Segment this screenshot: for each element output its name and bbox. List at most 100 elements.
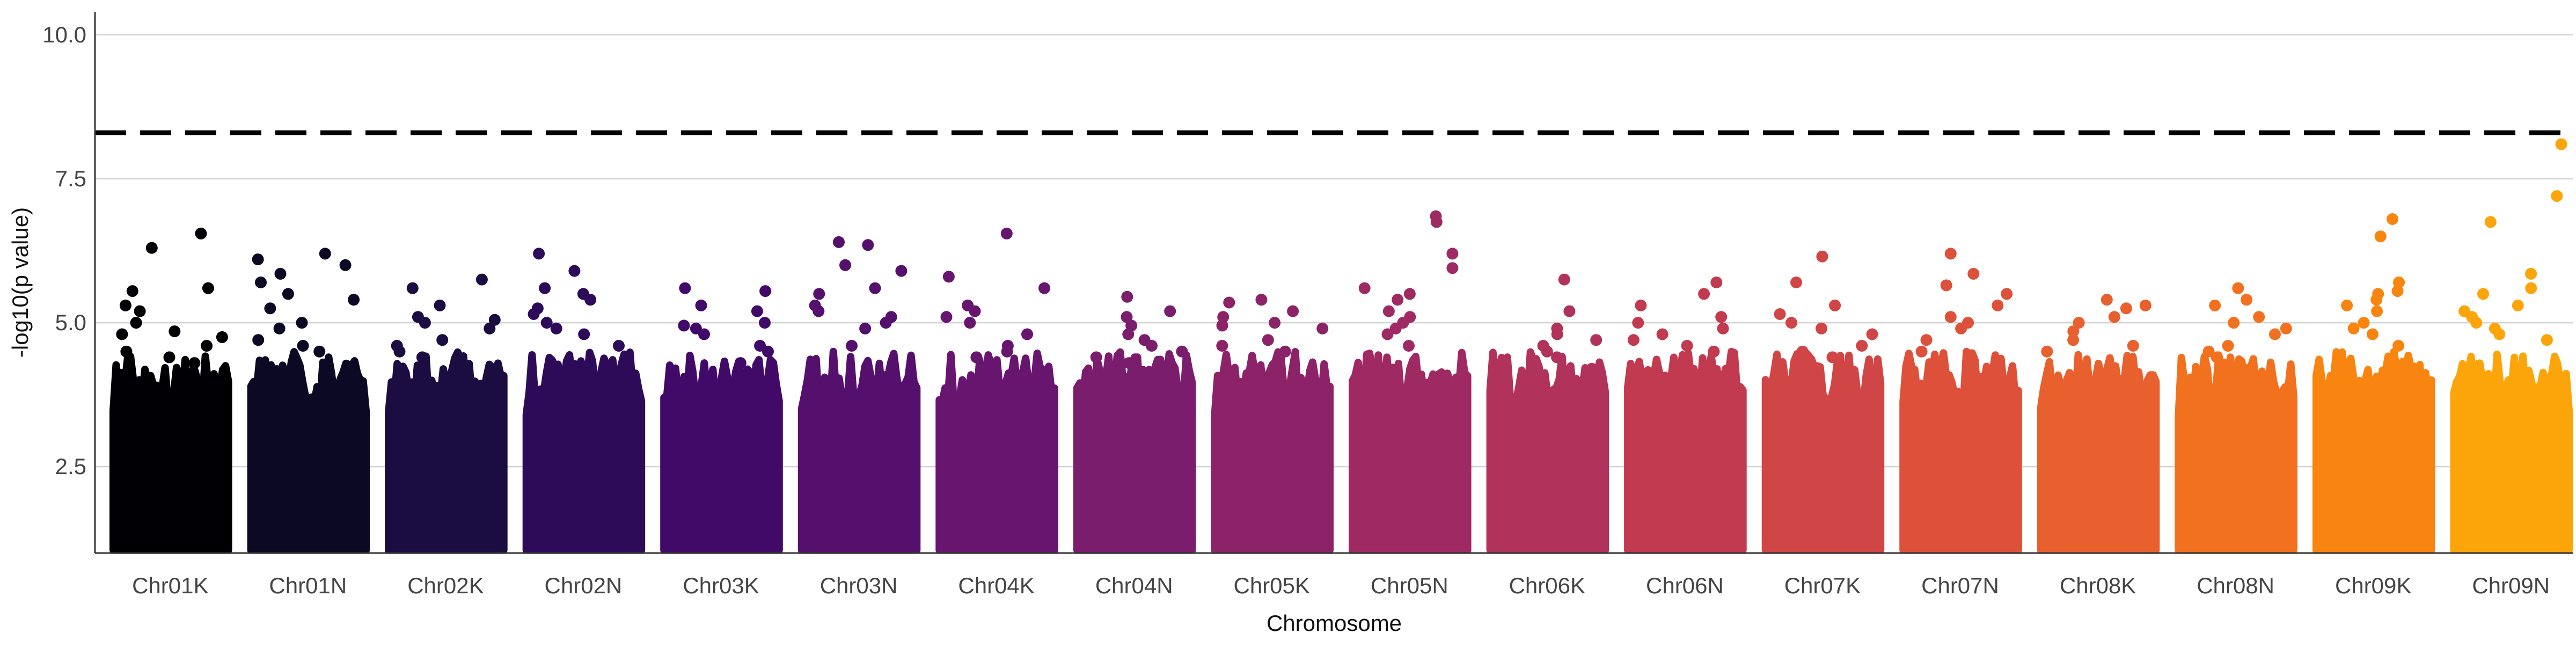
x-tick-label: Chr03K bbox=[683, 573, 759, 598]
data-point-Chr01K bbox=[202, 282, 214, 294]
data-point-Chr02K bbox=[475, 273, 488, 286]
data-point-Chr09N bbox=[2493, 328, 2506, 340]
data-point-Chr01K bbox=[134, 305, 146, 317]
point-band-Chr03K bbox=[660, 351, 783, 554]
data-point-Chr04N bbox=[1122, 328, 1135, 340]
data-point-Chr02K bbox=[434, 299, 446, 311]
data-point-Chr07K bbox=[1774, 308, 1786, 320]
y-tick-label: 2.5 bbox=[55, 454, 86, 479]
gridlines bbox=[95, 34, 2573, 468]
data-point-Chr02N bbox=[578, 328, 590, 340]
point-band-Chr08K bbox=[2037, 351, 2160, 554]
data-point-Chr09K bbox=[2371, 305, 2383, 317]
data-point-Chr07K bbox=[1790, 277, 1802, 288]
data-point-Chr08N bbox=[2228, 317, 2240, 329]
data-point-Chr03N bbox=[839, 259, 851, 271]
data-point-Chr07K bbox=[1816, 250, 1828, 263]
data-point-Chr06N bbox=[1708, 345, 1720, 358]
data-point-Chr05K bbox=[1216, 340, 1228, 352]
x-tick-label: Chr01K bbox=[132, 573, 208, 598]
data-point-Chr04K bbox=[964, 317, 976, 329]
data-point-Chr03N bbox=[880, 317, 892, 329]
x-tick-label: Chr09N bbox=[2472, 573, 2550, 598]
data-point-Chr07N bbox=[1955, 322, 1967, 335]
point-band-Chr07N bbox=[1899, 347, 2022, 554]
data-point-Chr06N bbox=[1635, 299, 1647, 311]
y-tick-labels: 2.5 5.0 7.5 10.0 bbox=[42, 22, 86, 479]
data-point-Chr09K bbox=[2374, 230, 2387, 243]
data-point-Chr01K bbox=[169, 325, 181, 338]
data-point-Chr02K bbox=[419, 317, 431, 329]
data-point-Chr08N bbox=[2253, 311, 2265, 323]
point-band-Chr05N bbox=[1349, 348, 1472, 554]
data-point-Chr04K bbox=[942, 271, 955, 283]
data-point-Chr04N bbox=[1164, 305, 1176, 317]
data-point-Chr05K bbox=[1217, 311, 1230, 323]
data-point-Chr08K bbox=[2127, 340, 2139, 352]
data-point-Chr05K bbox=[1279, 345, 1291, 358]
data-point-Chr01N bbox=[255, 277, 267, 288]
data-point-Chr02N bbox=[568, 265, 581, 277]
data-point-Chr05K bbox=[1316, 322, 1329, 335]
data-point-Chr03N bbox=[859, 322, 872, 335]
data-point-Chr02N bbox=[613, 340, 625, 352]
data-point-Chr04K bbox=[1038, 282, 1050, 294]
data-point-Chr08K bbox=[2108, 311, 2120, 323]
data-point-Chr08K bbox=[2067, 334, 2080, 346]
data-point-Chr01K bbox=[216, 331, 228, 343]
data-point-Chr07K bbox=[1866, 328, 1878, 340]
point-band-Chr09N bbox=[2450, 350, 2573, 554]
y-tick-label: 5.0 bbox=[55, 310, 86, 335]
point-band-Chr03N bbox=[797, 347, 921, 554]
data-point-Chr04N bbox=[1146, 340, 1158, 352]
data-point-Chr05N bbox=[1382, 305, 1395, 317]
data-point-Chr02K bbox=[406, 282, 419, 294]
data-point-Chr07K bbox=[1785, 317, 1797, 329]
data-point-Chr02K bbox=[484, 322, 496, 335]
x-tick-label: Chr01N bbox=[269, 573, 347, 598]
data-point-Chr08K bbox=[2139, 299, 2151, 311]
data-point-Chr05N bbox=[1389, 322, 1402, 335]
data-point-Chr07N bbox=[2001, 288, 2013, 300]
data-point-Chr09N bbox=[2470, 317, 2483, 329]
y-tick-label: 7.5 bbox=[55, 166, 86, 191]
data-point-Chr09K bbox=[2391, 285, 2404, 297]
chromosome-point-bands bbox=[109, 347, 2573, 554]
data-point-Chr07K bbox=[1856, 340, 1868, 352]
data-point-Chr02N bbox=[540, 317, 553, 329]
data-point-Chr03K bbox=[695, 299, 707, 311]
data-point-Chr02N bbox=[539, 282, 551, 294]
data-point-Chr01N bbox=[339, 259, 352, 271]
data-point-Chr02N bbox=[584, 294, 597, 306]
data-point-Chr03N bbox=[813, 288, 825, 300]
data-point-Chr02N bbox=[550, 322, 562, 335]
point-band-Chr07K bbox=[1761, 348, 1885, 554]
data-point-Chr01K bbox=[126, 285, 138, 297]
data-point-Chr05N bbox=[1358, 282, 1371, 294]
point-band-Chr01N bbox=[247, 348, 370, 554]
data-point-Chr07N bbox=[1992, 299, 2004, 311]
data-point-Chr03K bbox=[734, 357, 747, 369]
data-point-Chr08N bbox=[2269, 328, 2281, 340]
data-point-Chr03N bbox=[895, 265, 908, 277]
data-point-Chr02K bbox=[488, 314, 501, 326]
x-tick-label: Chr07N bbox=[1921, 573, 1999, 598]
data-point-Chr01K bbox=[130, 317, 142, 329]
data-point-Chr01N bbox=[319, 248, 331, 260]
data-point-Chr04N bbox=[1121, 311, 1133, 323]
data-point-Chr09K bbox=[2341, 299, 2353, 311]
x-tick-label: Chr02N bbox=[545, 573, 623, 598]
data-point-Chr08K bbox=[2073, 317, 2085, 329]
data-point-Chr06N bbox=[1715, 311, 1728, 323]
data-point-Chr01N bbox=[313, 345, 326, 358]
data-point-Chr09N bbox=[2551, 190, 2563, 202]
point-band-Chr09K bbox=[2312, 348, 2435, 554]
data-point-Chr03N bbox=[833, 236, 845, 248]
x-tick-label: Chr06K bbox=[1509, 573, 1585, 598]
data-point-Chr07N bbox=[1940, 279, 1952, 292]
x-tick-label: Chr08K bbox=[2060, 573, 2136, 598]
data-point-Chr01N bbox=[252, 334, 265, 346]
y-axis-title: -log10(p value) bbox=[8, 207, 33, 358]
point-band-Chr04N bbox=[1073, 348, 1196, 554]
